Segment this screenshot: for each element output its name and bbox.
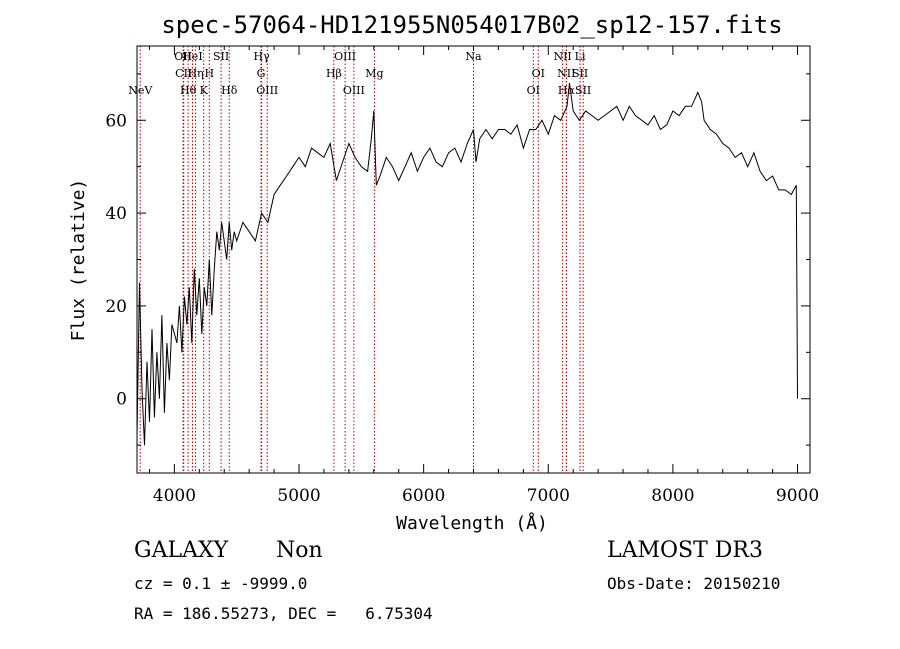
line-label-14: OIII: [334, 50, 356, 63]
line-label-18: OI: [532, 67, 545, 80]
spectrum-line: [136, 83, 798, 446]
line-label-13: Hβ: [326, 67, 342, 80]
x-axis-title: Wavelength (Å): [396, 512, 548, 534]
line-label-7: H: [204, 67, 214, 80]
y-axis-title: Flux (relative): [68, 179, 89, 342]
x-tick-label: 4000: [153, 486, 196, 506]
y-axis-ticks: 0 20 40 60: [105, 73, 810, 446]
y-tick-label: 60: [105, 111, 127, 131]
line-label-10: Hγ: [254, 50, 271, 63]
line-label-21: NII: [557, 67, 575, 80]
y-tick-label: 40: [105, 204, 127, 224]
line-label-24: SII: [572, 67, 588, 80]
line-label-15: OIII: [343, 84, 365, 97]
line-label-2: CII: [175, 67, 192, 80]
observation-date: Obs-Date: 20150210: [607, 574, 781, 593]
line-label-6: K: [200, 84, 209, 97]
line-label-12: OIII: [256, 84, 278, 97]
object-subclass: Non: [276, 538, 323, 563]
line-label-25: SII: [575, 84, 591, 97]
survey-name: LAMOST DR3: [607, 538, 763, 563]
chart-title: spec-57064-HD121955N054017B02_sp12-157.f…: [161, 11, 782, 39]
y-tick-label: 0: [116, 390, 127, 410]
line-label-17: Na: [465, 50, 482, 63]
line-markers: [139, 46, 584, 473]
line-label-8: SII: [213, 50, 229, 63]
x-tick-label: 6000: [402, 486, 445, 506]
line-label-22: Hα: [558, 84, 576, 97]
x-tick-label: 5000: [277, 486, 320, 506]
line-label-0: NeV: [128, 84, 153, 97]
line-label-20: NII: [553, 50, 571, 63]
x-tick-label: 9000: [776, 486, 819, 506]
y-tick-label: 20: [105, 297, 127, 317]
line-label-19: OI: [527, 84, 540, 97]
line-label-3: Hθ: [180, 84, 197, 97]
x-tick-label: 7000: [527, 486, 570, 506]
line-label-4: HeI: [182, 50, 202, 63]
line-labels: NeVOIICIIHθHeIHηKHSIIHδHγGOIIIHβOIIIOIII…: [128, 50, 591, 97]
line-label-9: Hδ: [221, 84, 238, 97]
line-label-11: G: [257, 67, 266, 80]
redshift-line: cz = 0.1 ± -9999.0: [134, 574, 308, 593]
x-axis-ticks: 4000 5000 6000 7000 8000 9000: [148, 46, 819, 506]
line-label-23: Li: [575, 50, 586, 63]
coordinates-line: RA = 186.55273, DEC = 6.75304: [134, 604, 433, 623]
line-label-16: Mg: [365, 67, 383, 80]
x-tick-label: 8000: [651, 486, 694, 506]
object-class: GALAXY: [134, 538, 229, 563]
line-label-1: OII: [174, 50, 192, 63]
line-label-5: Hη: [187, 67, 203, 80]
